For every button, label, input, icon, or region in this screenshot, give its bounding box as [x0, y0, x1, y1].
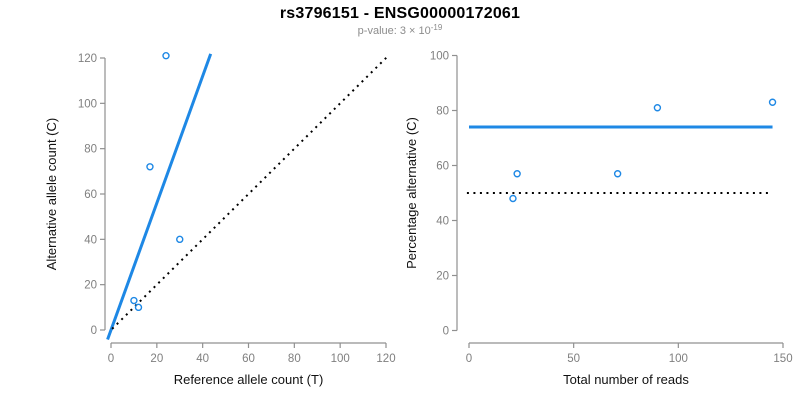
- y-tick-label: 100: [430, 51, 449, 63]
- chart-subtitle: p-value: 3 × 10-19: [0, 23, 800, 37]
- data-point: [130, 296, 138, 305]
- y-tick-label: 40: [436, 216, 449, 228]
- fit-line: [106, 53, 213, 341]
- data-point: [134, 303, 143, 312]
- data-point: [146, 163, 154, 171]
- x-tick-label: 100: [669, 353, 688, 365]
- data-point: [509, 194, 517, 203]
- y-tick-label: 60: [84, 189, 97, 201]
- pvalue-text: p-value: 3 × 10: [357, 25, 431, 37]
- y-tick-label: 40: [84, 234, 97, 246]
- pvalue-exponent: -19: [430, 23, 443, 32]
- y-tick-label: 120: [78, 53, 97, 65]
- x-tick-label: 150: [773, 353, 792, 365]
- y-tick-label: 0: [443, 326, 449, 338]
- y-tick-label: 20: [84, 280, 97, 292]
- data-point: [613, 170, 622, 178]
- y-tick-label: 100: [78, 98, 97, 110]
- data-point: [162, 52, 170, 60]
- data-point: [653, 104, 662, 112]
- y-tick-label: 60: [436, 161, 449, 173]
- x-tick-label: 100: [331, 353, 350, 365]
- x-tick-label: 120: [376, 353, 395, 365]
- data-point: [513, 170, 521, 178]
- x-tick-label: 0: [466, 353, 472, 365]
- y-tick-label: 0: [91, 325, 97, 337]
- y-axis-title: Percentage alternative (C): [404, 117, 419, 269]
- chart-title: rs3796151 - ENSG00000172061: [279, 5, 521, 22]
- data-point: [768, 98, 777, 106]
- y-axis-title: Alternative allele count (C): [44, 118, 59, 270]
- right-plot: 0 50 100 150 0 20 40 60 80 100 Total number of rea…: [404, 51, 793, 388]
- data-point: [176, 235, 184, 244]
- x-axis-title: Total number of reads: [563, 372, 689, 387]
- x-tick-label: 80: [288, 353, 301, 365]
- x-tick-label: 20: [150, 353, 163, 365]
- y-tick-label: 20: [436, 271, 449, 283]
- left-plot: 0 20 40 60 80 100 120 0 20 40 60 80 100 120 Reference …: [44, 52, 396, 387]
- x-tick-label: 60: [242, 353, 255, 365]
- x-tick-label: 40: [196, 353, 209, 365]
- y-tick-label: 80: [436, 106, 449, 118]
- x-tick-label: 50: [567, 353, 580, 365]
- identity-line: [111, 56, 388, 330]
- x-tick-label: 0: [108, 353, 114, 365]
- y-tick-label: 80: [84, 144, 97, 156]
- x-axis-title: Reference allele count (T): [174, 372, 324, 387]
